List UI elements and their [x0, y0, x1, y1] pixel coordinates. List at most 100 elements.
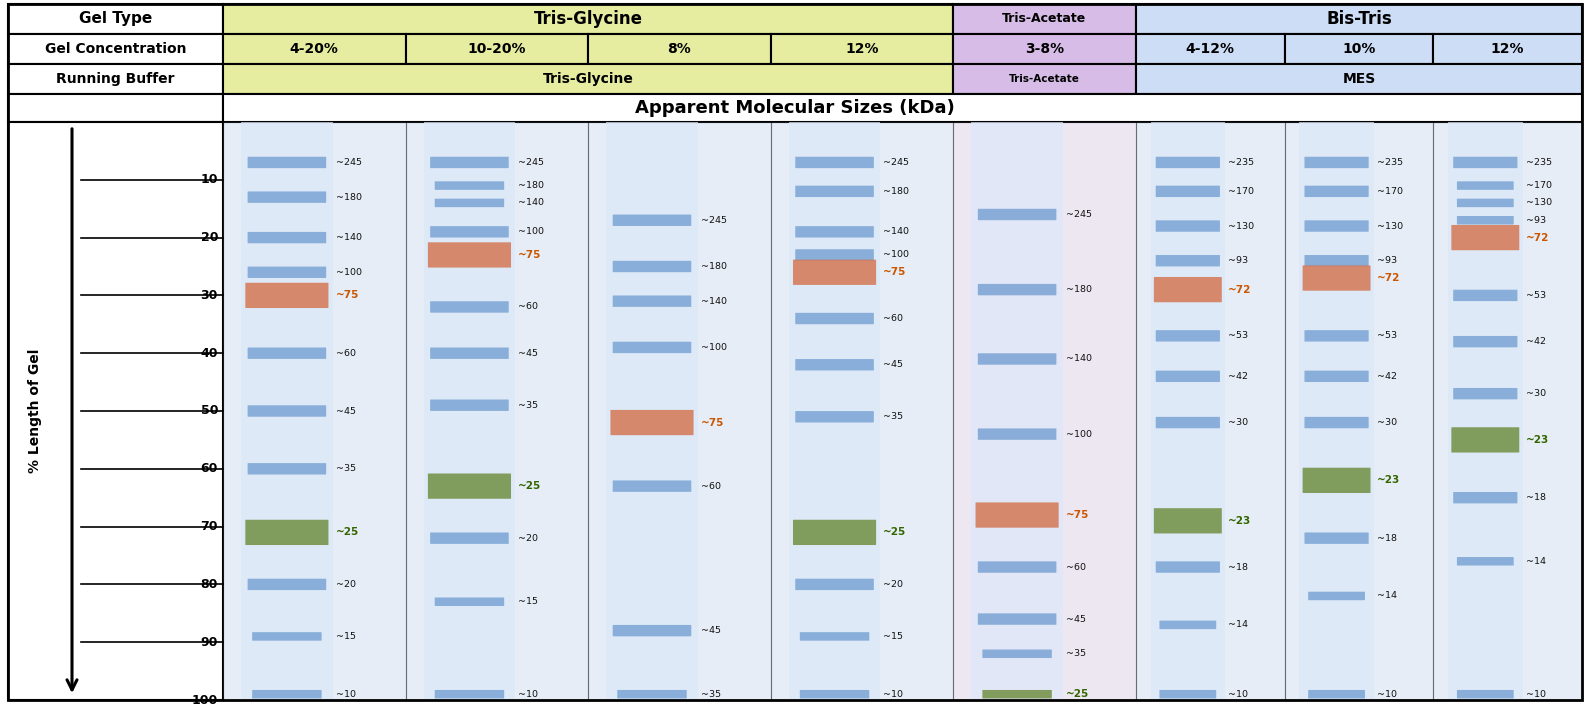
- Bar: [223, 34, 405, 64]
- Text: ~18: ~18: [1525, 494, 1545, 502]
- Text: ~53: ~53: [1227, 332, 1248, 340]
- FancyBboxPatch shape: [978, 284, 1056, 295]
- Bar: [1135, 122, 1285, 700]
- FancyBboxPatch shape: [428, 242, 510, 268]
- Text: 10-20%: 10-20%: [467, 42, 526, 56]
- FancyBboxPatch shape: [612, 341, 692, 353]
- Text: ~14: ~14: [1525, 557, 1545, 566]
- FancyBboxPatch shape: [1302, 467, 1371, 493]
- FancyBboxPatch shape: [1456, 690, 1514, 698]
- FancyBboxPatch shape: [1304, 532, 1369, 544]
- FancyBboxPatch shape: [1159, 690, 1216, 698]
- Text: ~100: ~100: [882, 251, 909, 260]
- FancyBboxPatch shape: [1156, 157, 1220, 168]
- Text: 12%: 12%: [1491, 42, 1525, 56]
- FancyBboxPatch shape: [248, 406, 326, 417]
- Text: ~35: ~35: [882, 413, 903, 421]
- Text: ~45: ~45: [335, 406, 356, 415]
- Text: ~75: ~75: [701, 417, 723, 427]
- FancyBboxPatch shape: [248, 463, 326, 474]
- FancyBboxPatch shape: [795, 249, 875, 260]
- FancyBboxPatch shape: [431, 348, 509, 359]
- Bar: [1433, 34, 1582, 64]
- Text: 10: 10: [200, 173, 218, 187]
- Text: ~75: ~75: [335, 290, 359, 301]
- Text: ~30: ~30: [1227, 418, 1248, 427]
- FancyBboxPatch shape: [978, 613, 1056, 624]
- Text: ~30: ~30: [1377, 418, 1398, 427]
- Text: ~10: ~10: [1377, 690, 1396, 698]
- FancyBboxPatch shape: [1154, 277, 1221, 302]
- FancyBboxPatch shape: [612, 215, 692, 226]
- Bar: [1448, 122, 1523, 700]
- Text: ~93: ~93: [1525, 215, 1545, 225]
- Text: ~75: ~75: [518, 250, 542, 260]
- Bar: [954, 34, 1135, 64]
- Text: ~14: ~14: [1377, 591, 1396, 601]
- FancyBboxPatch shape: [983, 650, 1053, 658]
- Text: ~235: ~235: [1227, 158, 1255, 167]
- Text: ~20: ~20: [335, 580, 356, 589]
- Text: Tris-Glycine: Tris-Glycine: [534, 10, 642, 28]
- FancyBboxPatch shape: [612, 296, 692, 307]
- Bar: [1135, 4, 1582, 34]
- Text: ~180: ~180: [518, 181, 544, 190]
- FancyBboxPatch shape: [976, 503, 1059, 528]
- Text: ~53: ~53: [1377, 332, 1398, 340]
- FancyBboxPatch shape: [1456, 182, 1514, 190]
- FancyBboxPatch shape: [800, 690, 870, 698]
- Text: ~140: ~140: [335, 233, 361, 242]
- FancyBboxPatch shape: [617, 690, 687, 698]
- FancyBboxPatch shape: [431, 532, 509, 544]
- Text: ~180: ~180: [882, 187, 909, 196]
- FancyBboxPatch shape: [431, 226, 509, 237]
- Text: ~235: ~235: [1377, 158, 1402, 167]
- Text: ~10: ~10: [335, 690, 356, 698]
- Bar: [954, 4, 1135, 34]
- Text: Tris-Acetate: Tris-Acetate: [1002, 13, 1086, 25]
- Text: ~30: ~30: [1525, 389, 1545, 398]
- FancyBboxPatch shape: [1302, 265, 1371, 291]
- FancyBboxPatch shape: [1309, 591, 1364, 601]
- Text: 20: 20: [200, 231, 218, 244]
- FancyBboxPatch shape: [1456, 199, 1514, 207]
- Bar: [771, 34, 954, 64]
- Bar: [425, 122, 515, 700]
- Text: ~15: ~15: [335, 632, 356, 641]
- Text: ~10: ~10: [1227, 690, 1248, 698]
- Text: 4-12%: 4-12%: [1186, 42, 1234, 56]
- Text: ~245: ~245: [701, 215, 727, 225]
- Text: % Length of Gel: % Length of Gel: [29, 348, 43, 473]
- Text: ~130: ~130: [1377, 222, 1402, 230]
- Text: Gel Type: Gel Type: [80, 11, 153, 27]
- FancyBboxPatch shape: [1156, 370, 1220, 382]
- FancyBboxPatch shape: [795, 359, 875, 370]
- FancyBboxPatch shape: [978, 561, 1056, 573]
- Text: ~35: ~35: [1065, 649, 1086, 658]
- Text: 40: 40: [200, 346, 218, 360]
- FancyBboxPatch shape: [978, 429, 1056, 440]
- Text: ~45: ~45: [518, 348, 537, 358]
- Text: 90: 90: [200, 636, 218, 648]
- FancyBboxPatch shape: [248, 348, 326, 359]
- Text: ~72: ~72: [1377, 273, 1401, 283]
- FancyBboxPatch shape: [983, 690, 1053, 698]
- FancyBboxPatch shape: [1156, 330, 1220, 341]
- Text: ~100: ~100: [518, 227, 544, 237]
- Bar: [954, 64, 1135, 94]
- FancyBboxPatch shape: [434, 182, 504, 190]
- Bar: [8, 122, 223, 700]
- Text: 80: 80: [200, 578, 218, 591]
- Text: ~72: ~72: [1525, 232, 1549, 243]
- Text: ~45: ~45: [701, 626, 720, 635]
- Text: ~23: ~23: [1377, 475, 1401, 485]
- FancyBboxPatch shape: [1304, 417, 1369, 428]
- FancyBboxPatch shape: [1453, 336, 1517, 347]
- FancyBboxPatch shape: [1304, 370, 1369, 382]
- Text: ~15: ~15: [518, 597, 537, 606]
- Text: ~245: ~245: [335, 158, 361, 167]
- Bar: [405, 34, 588, 64]
- Text: Tris-Acetate: Tris-Acetate: [1010, 74, 1080, 84]
- Text: ~18: ~18: [1377, 534, 1396, 543]
- Text: Apparent Molecular Sizes (kDa): Apparent Molecular Sizes (kDa): [634, 99, 956, 117]
